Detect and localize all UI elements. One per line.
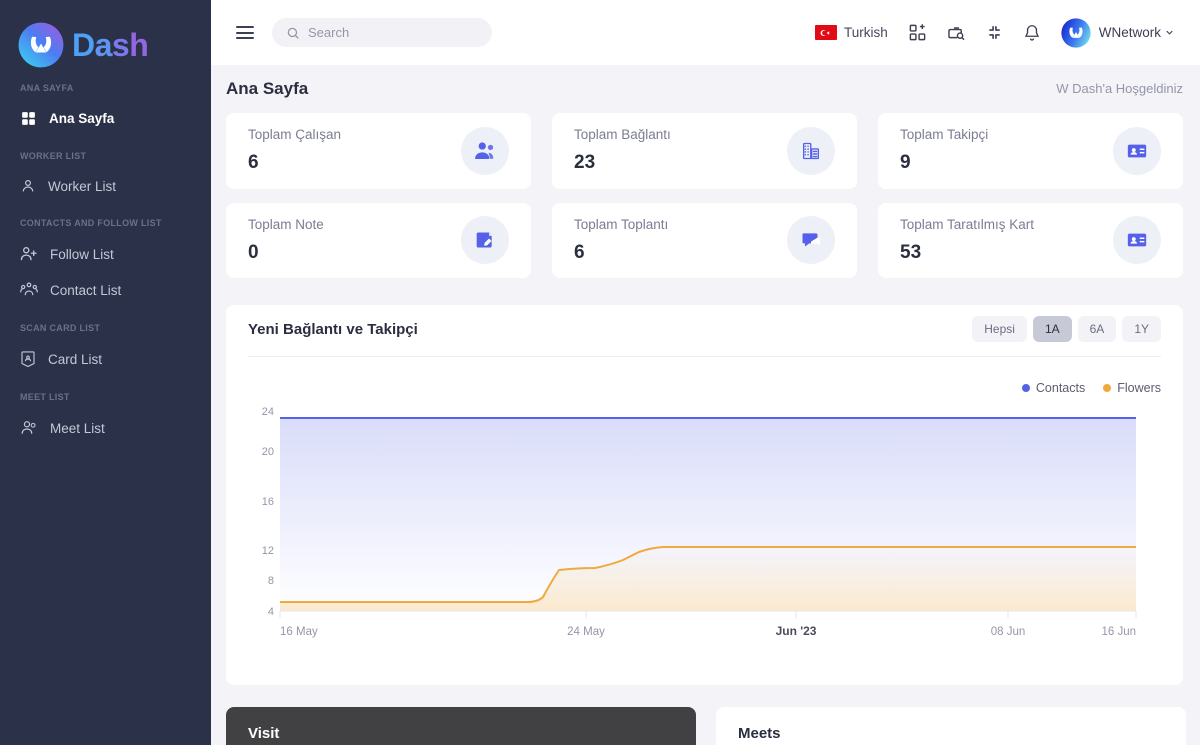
svg-text:12: 12 — [262, 545, 274, 557]
svg-text:20: 20 — [262, 446, 274, 458]
svg-text:8: 8 — [268, 575, 274, 587]
svg-text:4: 4 — [268, 606, 274, 618]
svg-text:24 May: 24 May — [567, 626, 605, 638]
svg-text:08 Jun: 08 Jun — [991, 626, 1026, 638]
svg-text:16 Jun: 16 Jun — [1101, 626, 1136, 638]
svg-text:Jun '23: Jun '23 — [776, 624, 817, 638]
svg-text:24: 24 — [262, 406, 274, 418]
svg-text:16 May: 16 May — [280, 626, 318, 638]
svg-text:16: 16 — [262, 496, 274, 508]
